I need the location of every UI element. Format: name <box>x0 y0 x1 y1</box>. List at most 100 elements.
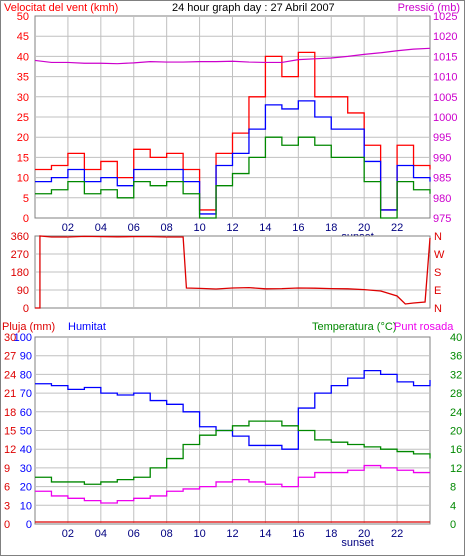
wind-avg-series-line <box>35 136 431 219</box>
wind-tick-label: 50 <box>17 11 29 23</box>
x-tick-label: 20 <box>358 222 370 234</box>
wind-tick-label: 30 <box>17 92 29 104</box>
rain-tick-label: 24 <box>4 369 16 381</box>
humidity-tick-label: 30 <box>20 463 32 475</box>
pressure-tick-label: 1020 <box>433 31 457 43</box>
x-tick-label: 02 <box>62 222 74 234</box>
x-tick-label: 10 <box>193 222 205 234</box>
pressure-tick-label: 975 <box>433 213 451 225</box>
temperature-tick-label: 40 <box>450 332 462 344</box>
wind-tick-label: 0 <box>23 213 29 225</box>
rain-tick-label: 0 <box>4 519 10 531</box>
x-tick-label: 20 <box>358 528 370 540</box>
compass-tick-label: N <box>434 303 442 315</box>
rain-tick-label: 12 <box>4 444 16 456</box>
rain-tick-label: 18 <box>4 407 16 419</box>
direction-tick-label: 0 <box>23 303 29 315</box>
wind-tick-label: 35 <box>17 72 29 84</box>
humidity-series-line <box>35 370 431 450</box>
humidity-tick-label: 10 <box>20 500 32 512</box>
dewpoint-series-line <box>35 464 430 504</box>
wind-direction-series-line <box>35 235 431 309</box>
x-tick-label: 06 <box>128 528 140 540</box>
temperature-series-line <box>35 420 431 485</box>
x-tick-label: 06 <box>128 222 140 234</box>
wind-tick-label: 5 <box>23 193 29 205</box>
wind-tick-label: 15 <box>17 152 29 164</box>
x-tick-label: 16 <box>292 528 304 540</box>
compass-tick-label: N <box>434 231 442 243</box>
x-tick-label: 14 <box>259 222 271 234</box>
rain-tick-label: 9 <box>4 463 10 475</box>
humidity-tick-label: 60 <box>20 407 32 419</box>
x-tick-label: 18 <box>325 528 337 540</box>
pressure-series-line <box>34 47 431 65</box>
temperature-tick-label: 0 <box>450 519 456 531</box>
rain-tick-label: 30 <box>4 332 16 344</box>
temperature-tick-label: 24 <box>450 407 462 419</box>
temperature-tick-label: 28 <box>450 388 462 400</box>
direction-tick-label: 180 <box>11 267 29 279</box>
direction-tick-label: 90 <box>17 285 29 297</box>
pressure-axis-label: Pressió (mb) <box>398 2 460 14</box>
humidity-tick-label: 80 <box>20 369 32 381</box>
wind-tick-label: 25 <box>17 112 29 124</box>
compass-tick-label: W <box>434 249 445 261</box>
pressure-tick-label: 1015 <box>433 51 457 63</box>
x-tick-label: 10 <box>193 528 205 540</box>
x-tick-label: 14 <box>259 528 271 540</box>
wind-gust-series-line <box>35 51 431 211</box>
humidity-tick-label: 70 <box>20 388 32 400</box>
compass-tick-label: E <box>434 285 441 297</box>
rain-axis-label: Pluja (mm) <box>2 321 55 333</box>
wind-tick-label: 40 <box>17 51 29 63</box>
pressure-tick-label: 1025 <box>433 11 457 23</box>
temperature-tick-label: 36 <box>450 351 462 363</box>
temperature-tick-label: 12 <box>450 463 462 475</box>
temperature-axis-label: Temperatura (°C) <box>312 321 396 333</box>
wind-mid-series-line <box>35 100 431 215</box>
x-tick-label: 22 <box>391 222 403 234</box>
x-tick-label: 18 <box>325 222 337 234</box>
humidity-tick-label: 20 <box>20 482 32 494</box>
wind-tick-label: 10 <box>17 173 29 185</box>
rain-tick-label: 15 <box>4 426 16 438</box>
x-tick-label: 04 <box>95 222 107 234</box>
rain-tick-label: 3 <box>4 500 10 512</box>
x-tick-label: 12 <box>226 528 238 540</box>
x-tick-label: 08 <box>161 528 173 540</box>
chart-layer: 0510152025303540455097598098599099510001… <box>4 11 462 549</box>
direction-tick-label: 360 <box>11 231 29 243</box>
temperature-tick-label: 16 <box>450 444 462 456</box>
wind-tick-label: 20 <box>17 132 29 144</box>
humidity-axis-label: Humitat <box>68 321 106 333</box>
pressure-tick-label: 1010 <box>433 72 457 84</box>
pressure-tick-label: 990 <box>433 152 451 164</box>
x-tick-label: 12 <box>226 222 238 234</box>
direction-tick-label: 270 <box>11 249 29 261</box>
rain-tick-label: 27 <box>4 351 16 363</box>
temperature-tick-label: 4 <box>450 500 456 512</box>
x-tick-label: 16 <box>292 222 304 234</box>
wind-tick-label: 45 <box>17 31 29 43</box>
rain-tick-label: 6 <box>4 482 10 494</box>
temperature-tick-label: 20 <box>450 426 462 438</box>
x-tick-label: 02 <box>62 528 74 540</box>
temperature-tick-label: 32 <box>450 369 462 381</box>
pressure-tick-label: 980 <box>433 193 451 205</box>
humidity-tick-label: 90 <box>20 351 32 363</box>
dewpoint-axis-label: Punt rosada <box>394 321 454 333</box>
pressure-tick-label: 995 <box>433 132 451 144</box>
chart-title: 24 hour graph day : 27 Abril 2007 <box>172 2 335 14</box>
humidity-tick-label: 100 <box>14 332 32 344</box>
compass-tick-label: S <box>434 267 441 279</box>
x-tick-label: 22 <box>391 528 403 540</box>
pressure-tick-label: 1005 <box>433 92 457 104</box>
humidity-tick-label: 0 <box>26 519 32 531</box>
wind-axis-label: Velocitat del vent (kmh) <box>4 2 118 14</box>
pressure-tick-label: 985 <box>433 173 451 185</box>
rain-tick-label: 21 <box>4 388 16 400</box>
pressure-tick-label: 1000 <box>433 112 457 124</box>
